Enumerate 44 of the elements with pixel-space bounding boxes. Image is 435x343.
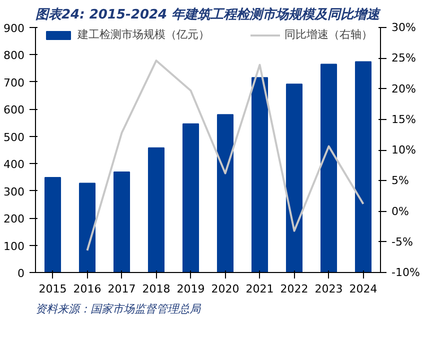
- y-tick-label: 500: [4, 130, 25, 144]
- bar: [78, 182, 96, 272]
- legend-label: 建工检测市场规模（亿元）: [78, 27, 210, 42]
- x-tick-label: 2021: [246, 282, 274, 296]
- y2-tick-label: -5%: [392, 235, 413, 248]
- chart-title: 图表24: 2015-2024 年建筑工程检测市场规模及同比增速: [36, 6, 382, 22]
- y2-tick-label: 0%: [392, 204, 409, 218]
- x-tick-label: 2020: [211, 282, 240, 296]
- bar: [216, 114, 234, 272]
- y2-tick-label: 5%: [392, 174, 409, 188]
- y2-tick-label: -10%: [392, 266, 420, 279]
- bar: [182, 123, 200, 272]
- y-tick-label: 400: [4, 158, 25, 172]
- y-tick-label: 200: [4, 212, 25, 226]
- bar: [148, 147, 165, 272]
- y2-tick-label: 10%: [392, 144, 416, 156]
- y-tick-label: 300: [4, 185, 25, 198]
- y2-tick-label: 30%: [392, 21, 416, 34]
- y2-tick-label: 15%: [392, 112, 416, 126]
- bar: [251, 77, 268, 272]
- y-tick-label: 100: [4, 240, 25, 253]
- x-tick-label: 2018: [142, 282, 170, 296]
- y2-tick-label: 25%: [392, 52, 416, 65]
- y-tick-label: 600: [4, 104, 25, 117]
- x-tick-label: 2022: [280, 282, 308, 296]
- x-tick-label: 2019: [176, 282, 205, 296]
- bar: [113, 172, 130, 272]
- bar: [286, 84, 303, 272]
- x-tick-label: 2024: [349, 282, 378, 296]
- y-tick-label: 800: [4, 49, 25, 62]
- y-tick-label: 700: [4, 76, 25, 90]
- y2-tick-label: 20%: [392, 82, 416, 96]
- bar: [320, 64, 338, 272]
- y-tick-label: 900: [4, 22, 25, 35]
- bar: [354, 61, 372, 272]
- text: 资料来源：国家市场监督管理总局: [36, 302, 202, 316]
- x-tick-label: 2017: [108, 282, 136, 296]
- x-tick-label: 2016: [73, 282, 102, 296]
- x-tick-label: 2023: [314, 282, 343, 296]
- bar: [44, 176, 62, 272]
- line-series: [86, 60, 364, 252]
- legend-label: 同比增速（右轴）: [284, 27, 372, 42]
- x-tick-label: 2015: [38, 282, 67, 296]
- y-tick-label: 0: [18, 267, 24, 280]
